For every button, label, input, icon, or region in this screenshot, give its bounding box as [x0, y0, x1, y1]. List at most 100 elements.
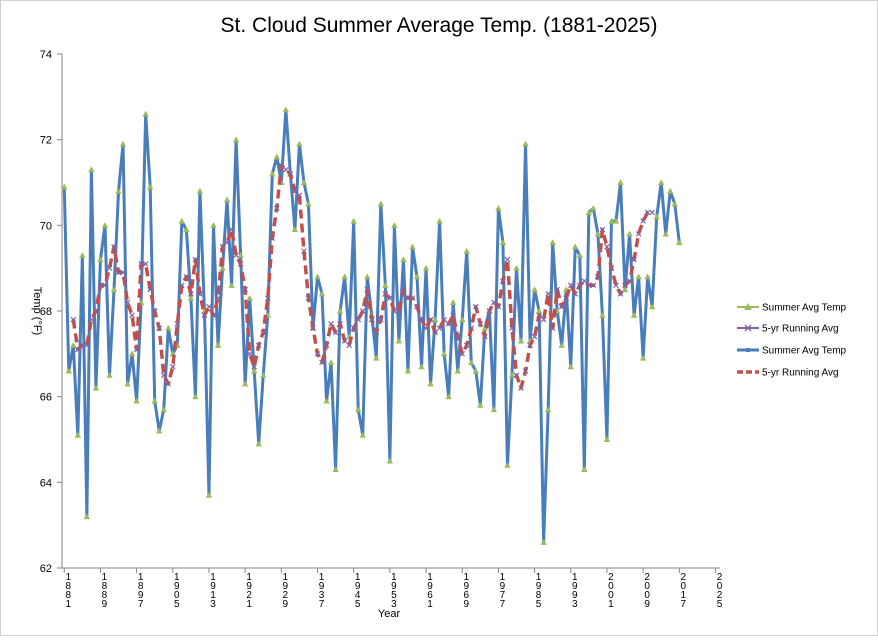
- y-axis-label: Temp (°F): [31, 287, 43, 335]
- summer-avg-point: [219, 264, 226, 271]
- running-avg-point: [531, 333, 538, 340]
- summer-avg-point: [576, 252, 584, 258]
- running-avg-point: [138, 261, 144, 267]
- running-avg-point: [441, 316, 447, 323]
- y-axis-label-text: Temp (°F): [31, 287, 43, 335]
- summer-avg-point: [648, 303, 656, 310]
- running-avg-point: [400, 286, 407, 293]
- summer-avg-point: [549, 239, 556, 246]
- running-avg-point: [581, 278, 588, 284]
- running-avg-point: [536, 312, 542, 319]
- summer-avg-point: [377, 200, 385, 207]
- summer-avg-point: [395, 337, 403, 344]
- summer-avg-point: [581, 466, 588, 473]
- running-avg-point: [156, 325, 163, 331]
- running-avg-point: [323, 342, 330, 349]
- summer-avg-point: [128, 350, 136, 357]
- running-avg-point: [522, 368, 529, 374]
- summer-avg-point: [608, 217, 615, 224]
- summer-avg-point: [151, 397, 158, 404]
- running-avg-point: [301, 248, 307, 254]
- summer-avg-point: [630, 312, 638, 318]
- running-avg-point: [201, 312, 208, 319]
- running-avg-point: [445, 321, 452, 327]
- running-avg-point: [495, 303, 502, 310]
- summer-avg-point: [332, 466, 339, 473]
- running-avg-point: [133, 346, 140, 353]
- legend-label: Summer Avg Temp: [762, 303, 847, 314]
- running-avg-point: [613, 282, 619, 289]
- summer-avg-point: [391, 222, 398, 228]
- summer-avg-point: [590, 205, 597, 211]
- summer-avg-point: [517, 337, 525, 344]
- running-avg-point: [527, 342, 533, 349]
- summer-avg-point: [291, 226, 299, 233]
- summer-avg-point: [477, 402, 484, 408]
- summer-avg-point: [662, 230, 669, 237]
- running-avg-point: [160, 372, 167, 379]
- summer-avg-point: [617, 179, 624, 186]
- summer-avg-point: [83, 513, 91, 520]
- legend: Summer Avg Temp 5-yr Running Avg Summer Av…: [737, 303, 847, 379]
- y-tick-label: 72: [40, 135, 52, 147]
- running-avg-point: [504, 256, 511, 263]
- running-avg-point: [346, 342, 352, 349]
- summer-avg-point: [499, 239, 507, 246]
- summer-avg-point: [223, 196, 231, 203]
- summer-avg-point: [409, 243, 416, 250]
- running-avg-point: [649, 209, 655, 216]
- summer-avg-point: [558, 342, 565, 348]
- summer-avg-point: [635, 273, 642, 280]
- running-avg-point: [296, 192, 303, 199]
- summer-avg-point: [74, 432, 82, 438]
- summer-avg-point: [449, 299, 457, 305]
- summer-avg-point: [644, 273, 651, 280]
- running-avg-point: [129, 312, 135, 319]
- summer-avg-point: [522, 140, 529, 147]
- running-avg-point: [142, 261, 149, 267]
- summer-avg-point: [612, 217, 620, 224]
- running-avg-point: [418, 316, 425, 323]
- summer-avg-point: [106, 372, 113, 378]
- running-avg-point: [567, 282, 574, 289]
- summer-avg-point: [676, 239, 683, 246]
- running-avg-point: [273, 205, 280, 212]
- summer-avg-point: [196, 187, 204, 194]
- running-avg-point: [604, 243, 610, 250]
- running-avg-point: [115, 269, 122, 276]
- running-avg-point: [93, 308, 99, 314]
- summer-avg-point: [323, 397, 330, 404]
- running-avg-point: [595, 273, 601, 280]
- running-avg-point: [197, 291, 203, 297]
- chart-title: St. Cloud Summer Average Temp. (1881-202…: [221, 14, 658, 37]
- summer-avg-point: [436, 217, 443, 224]
- summer-avg-point: [626, 230, 633, 237]
- summer-avg-point: [413, 273, 421, 280]
- summer-avg-point: [400, 256, 407, 263]
- running-avg-point: [328, 321, 334, 327]
- running-avg-point: [644, 209, 651, 216]
- summer-avg-point: [667, 187, 674, 194]
- running-avg-point: [210, 312, 217, 319]
- running-avg-point: [174, 321, 181, 327]
- running-avg-point: [332, 329, 339, 336]
- summer-avg-point: [599, 312, 606, 318]
- running-avg-point: [75, 346, 81, 353]
- summer-avg-point: [621, 286, 629, 293]
- running-avg-point: [391, 308, 398, 314]
- running-avg-point: [215, 295, 221, 301]
- running-avg-point: [396, 308, 402, 314]
- running-avg-point: [586, 282, 592, 289]
- summer-avg-point: [210, 222, 217, 228]
- running-avg-point: [151, 308, 158, 314]
- running-avg-point: [640, 218, 646, 224]
